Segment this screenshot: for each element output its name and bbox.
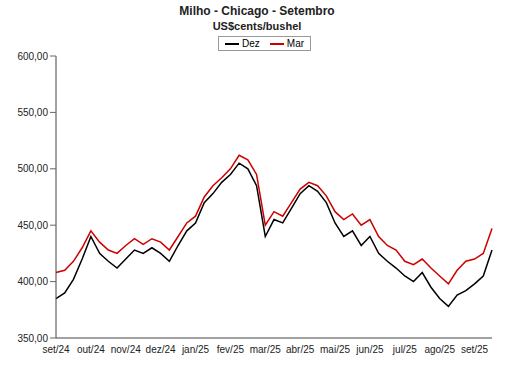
svg-text:450,00: 450,00 bbox=[17, 220, 48, 231]
svg-text:set/24: set/24 bbox=[42, 344, 70, 355]
svg-text:dez/24: dez/24 bbox=[146, 344, 176, 355]
svg-text:nov/24: nov/24 bbox=[111, 344, 141, 355]
svg-text:fev/25: fev/25 bbox=[217, 344, 245, 355]
svg-text:set/25: set/25 bbox=[461, 344, 489, 355]
svg-text:out/24: out/24 bbox=[77, 344, 105, 355]
svg-text:abr/25: abr/25 bbox=[286, 344, 315, 355]
html-text:Mar: Mar bbox=[286, 38, 304, 49]
svg-text:mai/25: mai/25 bbox=[320, 344, 350, 355]
html-text:Dez: Dez bbox=[242, 38, 260, 49]
svg-text:550,00: 550,00 bbox=[17, 107, 48, 118]
svg-text:350,00: 350,00 bbox=[17, 333, 48, 344]
svg-text:jul/25: jul/25 bbox=[392, 344, 417, 355]
svg-text:ago/25: ago/25 bbox=[424, 344, 455, 355]
html-text:Milho - Chicago - Setembro: Milho - Chicago - Setembro bbox=[179, 4, 335, 18]
svg-text:600,00: 600,00 bbox=[17, 51, 48, 62]
html-text:US$cents/bushel: US$cents/bushel bbox=[212, 20, 302, 32]
svg-text:jun/25: jun/25 bbox=[355, 344, 384, 355]
svg-text:jan/25: jan/25 bbox=[181, 344, 210, 355]
svg-text:400,00: 400,00 bbox=[17, 276, 48, 287]
svg-text:500,00: 500,00 bbox=[17, 163, 48, 174]
svg-text:mar/25: mar/25 bbox=[250, 344, 282, 355]
